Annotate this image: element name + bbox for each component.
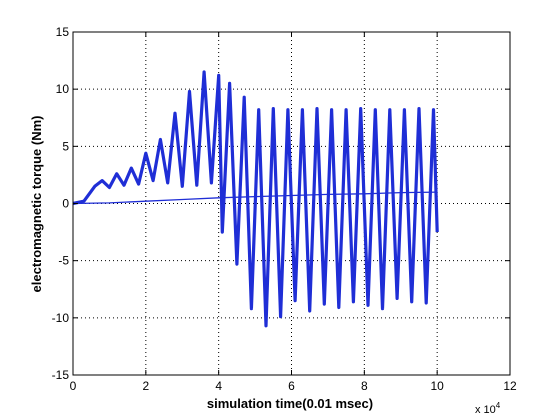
y-axis-label: electromagnetic torque (Nm) <box>29 116 44 293</box>
x-tick-label: 0 <box>70 379 77 393</box>
x-tick-label: 8 <box>361 379 368 393</box>
series-layer <box>72 70 439 328</box>
series-line-1 <box>72 70 439 328</box>
y-tick-label: -10 <box>52 311 70 325</box>
x-tick-label: 4 <box>215 379 222 393</box>
y-tick-label: 10 <box>56 82 70 96</box>
y-tick-label: 15 <box>56 25 70 39</box>
tick-labels: 0 2 4 6 8 10 12 -15 -10 -5 0 5 10 15 <box>52 25 517 393</box>
x-multiplier-base: x 10 <box>475 404 496 416</box>
x-axis-label: simulation time(0.01 msec) <box>207 396 373 411</box>
x-multiplier-exponent: 4 <box>496 401 501 410</box>
y-tick-label: -15 <box>52 368 70 382</box>
x-tick-label: 12 <box>503 379 517 393</box>
axes <box>72 31 511 376</box>
x-multiplier-label: x 104 <box>475 401 501 416</box>
y-tick-label: -5 <box>58 254 69 268</box>
x-tick-label: 6 <box>288 379 295 393</box>
x-tick-label: 2 <box>142 379 149 393</box>
x-tick-label: 10 <box>430 379 444 393</box>
series-line-2 <box>72 191 438 205</box>
y-tick-label: 5 <box>62 139 69 153</box>
y-tick-label: 0 <box>62 197 69 211</box>
